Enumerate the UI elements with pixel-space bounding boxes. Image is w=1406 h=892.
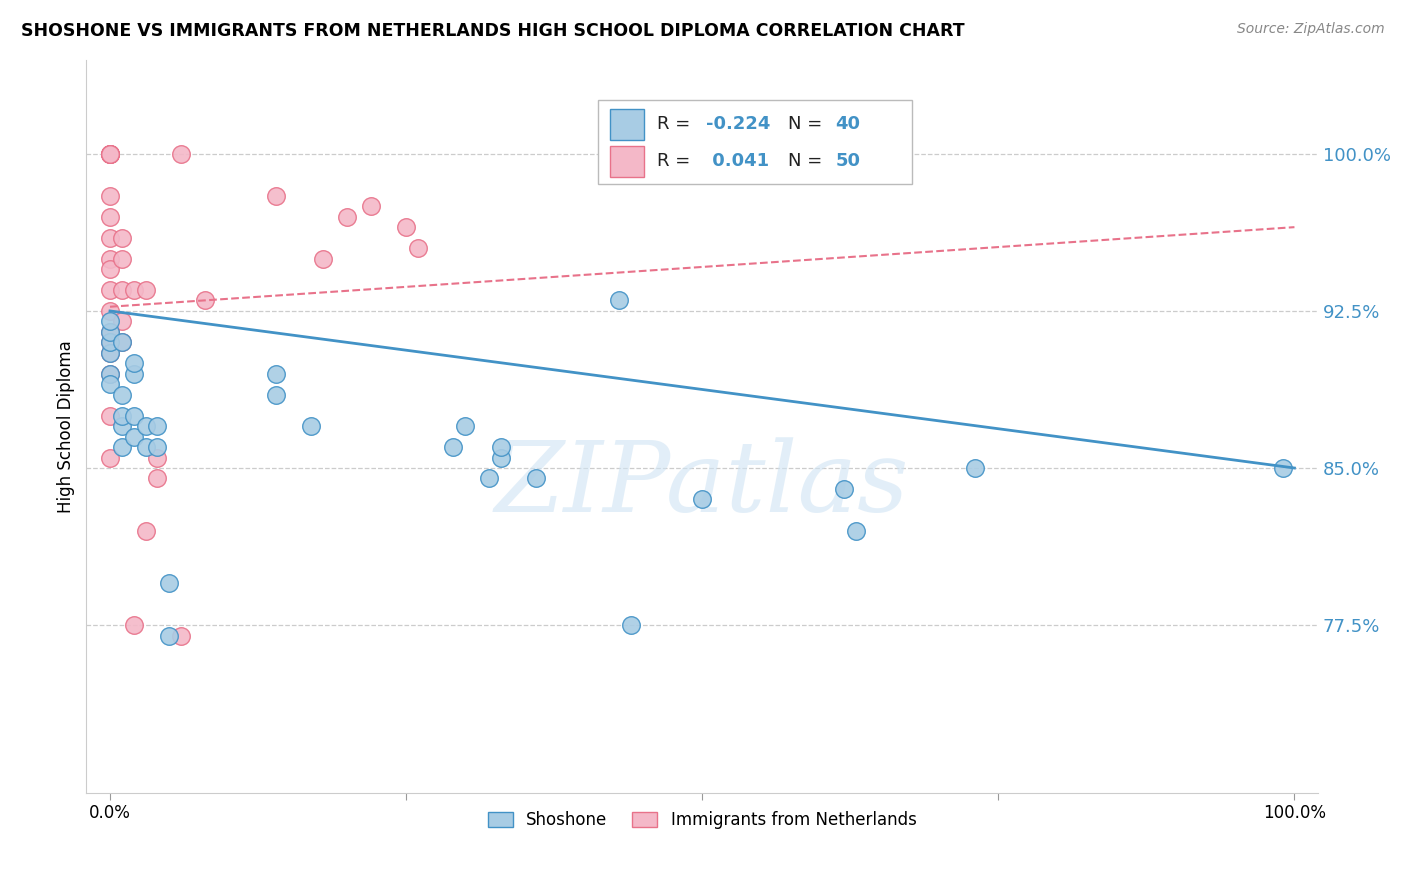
FancyBboxPatch shape (598, 100, 911, 185)
Point (98, 304, 121, 318)
Text: 0.041: 0.041 (706, 152, 769, 169)
Point (111, 335, 134, 350)
Point (395, 220, 418, 235)
Point (122, 367, 145, 381)
Point (111, 314, 134, 328)
Point (134, 419, 156, 434)
Point (111, 388, 134, 402)
Point (98, 346, 121, 360)
Point (264, 188, 287, 202)
Point (98, 346, 121, 360)
Text: SHOSHONE VS IMMIGRANTS FROM NETHERLANDS HIGH SCHOOL DIPLOMA CORRELATION CHART: SHOSHONE VS IMMIGRANTS FROM NETHERLANDS … (21, 22, 965, 40)
Text: 40: 40 (835, 115, 860, 133)
Text: R =: R = (657, 115, 696, 133)
Point (98, 450, 121, 465)
Point (336, 210, 359, 224)
Point (312, 252, 335, 266)
Point (98, 325, 121, 339)
Point (406, 241, 429, 255)
Point (98, 146, 121, 161)
Point (299, 419, 322, 434)
Point (690, 492, 713, 507)
Y-axis label: High School Diploma: High School Diploma (58, 340, 75, 513)
Point (1271, 461, 1294, 475)
Point (98, 146, 121, 161)
Point (489, 440, 512, 454)
Point (526, 471, 548, 485)
Point (111, 283, 134, 297)
Text: N =: N = (789, 115, 828, 133)
Point (98, 335, 121, 350)
Point (98, 367, 121, 381)
Point (134, 283, 156, 297)
Point (98, 146, 121, 161)
Point (98, 335, 121, 350)
Point (146, 419, 169, 434)
Point (122, 356, 145, 370)
Text: Source: ZipAtlas.com: Source: ZipAtlas.com (1237, 22, 1385, 37)
Point (111, 409, 134, 423)
Point (264, 388, 287, 402)
Point (111, 230, 134, 244)
Legend: Shoshone, Immigrants from Netherlands: Shoshone, Immigrants from Netherlands (481, 805, 924, 836)
Text: R =: R = (657, 152, 696, 169)
Point (98, 146, 121, 161)
Point (98, 325, 121, 339)
Point (157, 629, 180, 643)
Point (98, 377, 121, 392)
Point (146, 440, 169, 454)
Point (98, 314, 121, 328)
Point (443, 440, 465, 454)
Point (607, 293, 630, 308)
Point (489, 450, 512, 465)
Point (122, 429, 145, 443)
Point (157, 576, 180, 591)
Point (170, 146, 193, 161)
Point (146, 450, 169, 465)
Point (845, 524, 868, 538)
Point (98, 409, 121, 423)
Text: 50: 50 (835, 152, 860, 169)
Point (98, 262, 121, 277)
Point (454, 419, 477, 434)
Point (98, 283, 121, 297)
Point (963, 461, 986, 475)
FancyBboxPatch shape (610, 110, 644, 140)
Point (170, 629, 193, 643)
Point (111, 440, 134, 454)
Point (122, 409, 145, 423)
Text: ZIPatlas: ZIPatlas (495, 437, 910, 533)
Point (122, 618, 145, 632)
Point (478, 471, 501, 485)
Point (98, 252, 121, 266)
Point (264, 367, 287, 381)
Text: -0.224: -0.224 (706, 115, 770, 133)
Point (111, 252, 134, 266)
Point (98, 146, 121, 161)
Point (194, 293, 217, 308)
Point (111, 335, 134, 350)
Point (834, 482, 856, 496)
Text: N =: N = (789, 152, 828, 169)
Point (134, 440, 156, 454)
Point (620, 618, 643, 632)
Point (122, 283, 145, 297)
Point (111, 419, 134, 434)
Point (134, 524, 156, 538)
Point (146, 471, 169, 485)
Point (98, 230, 121, 244)
Point (360, 199, 382, 213)
Point (98, 210, 121, 224)
Point (98, 188, 121, 202)
Point (98, 367, 121, 381)
FancyBboxPatch shape (610, 146, 644, 177)
